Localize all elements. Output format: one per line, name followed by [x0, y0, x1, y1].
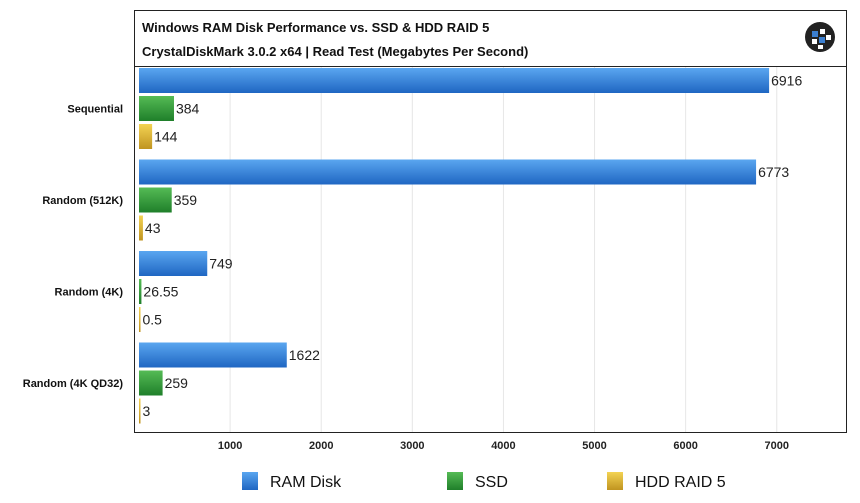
bar-hdd-raid-5: [139, 124, 153, 149]
x-tick-label: 2000: [309, 440, 333, 452]
data-label: 144: [154, 129, 178, 145]
x-tick-label: 4000: [491, 440, 515, 452]
data-label: 259: [165, 375, 189, 391]
data-label: 0.5: [143, 312, 163, 328]
x-tick-label: 7000: [765, 440, 789, 452]
category-label: Sequential: [67, 104, 123, 116]
globe-logo-icon: [805, 22, 835, 52]
category-label: Random (4K): [55, 287, 124, 299]
gridlines: [229, 67, 778, 432]
data-label: 6916: [771, 73, 802, 89]
data-label: 43: [145, 220, 161, 236]
bar-hdd-raid-5: [139, 215, 143, 241]
bar-ssd: [139, 279, 142, 304]
data-label: 6773: [758, 164, 789, 180]
x-tick-label: 6000: [673, 440, 697, 452]
legend-swatch: [607, 472, 623, 490]
bar-ram-disk: [139, 251, 208, 276]
legend-swatch: [447, 472, 463, 490]
legend-label: SSD: [475, 474, 508, 491]
chart-subtitle: CrystalDiskMark 3.0.2 x64 | Read Test (M…: [142, 44, 528, 59]
category-label: Random (4K QD32): [23, 378, 124, 390]
bar-ssd: [139, 370, 163, 396]
legend-label: HDD RAID 5: [635, 474, 726, 491]
legend-label: RAM Disk: [270, 474, 342, 491]
data-label: 1622: [289, 347, 320, 363]
data-label: 359: [174, 192, 198, 208]
data-label: 3: [143, 403, 151, 419]
x-tick-label: 3000: [400, 440, 424, 452]
data-label: 384: [176, 101, 200, 117]
bar-ram-disk: [139, 68, 770, 93]
legend: RAM Disk SSD HDD RAID 5: [242, 472, 726, 491]
bar-hdd-raid-5: [139, 307, 141, 332]
bar-ram-disk: [139, 159, 757, 185]
category-label: Random (512K): [42, 195, 123, 207]
bar-ram-disk: [139, 342, 287, 368]
data-label: 749: [209, 256, 233, 272]
bar-ssd: [139, 96, 174, 121]
data-label: 26.55: [143, 284, 178, 300]
legend-swatch: [242, 472, 258, 490]
x-tick-label: 1000: [218, 440, 242, 452]
chart-title: Windows RAM Disk Performance vs. SSD & H…: [142, 20, 489, 35]
chart-frame: [134, 10, 847, 433]
bar-ssd: [139, 187, 172, 213]
x-tick-label: 5000: [582, 440, 606, 452]
bar-hdd-raid-5: [139, 398, 141, 424]
